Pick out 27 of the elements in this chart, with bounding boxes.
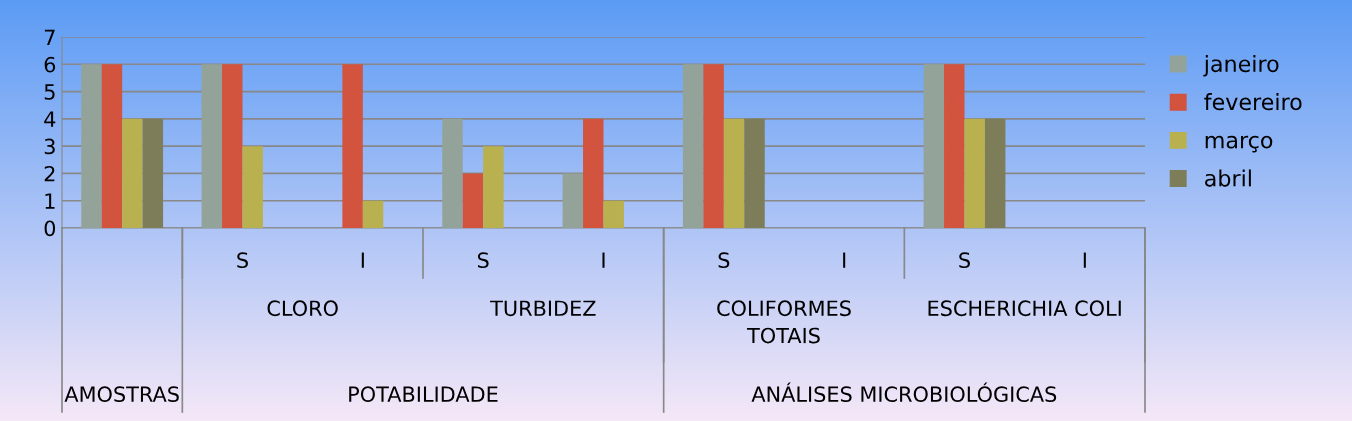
y-tick-label: 6: [44, 56, 56, 73]
x-tick-label: S: [718, 252, 730, 269]
text: TURBIDEZ: [490, 300, 596, 317]
y-tick-label: 2: [44, 165, 55, 182]
text: AMOSTRAS: [64, 386, 179, 403]
y-tick-label: 0: [44, 220, 56, 237]
x-tick-label: I: [602, 252, 605, 268]
legend-label: abril: [1205, 169, 1251, 187]
y-tick-label: 3: [44, 138, 55, 155]
x-tick-label: I: [361, 252, 364, 268]
legend-label: janeiro: [1203, 54, 1279, 77]
y-tick-label: 5: [44, 84, 55, 100]
x-tick-label: S: [959, 252, 970, 269]
x-tick-label: S: [237, 252, 248, 269]
text: ANÁLISES MICROBIOLÓGICAS: [751, 382, 1057, 403]
legend-label: março: [1205, 135, 1273, 153]
x-tick-label: S: [477, 252, 489, 269]
x-tick-label: I: [1083, 252, 1086, 268]
legend-label: fevereiro: [1204, 93, 1302, 111]
y-tick-label: 4: [44, 111, 56, 127]
x-tick-label: I: [843, 252, 846, 268]
text: COLIFORMES TOTAIS: [717, 300, 851, 344]
text: CLORO: [267, 300, 338, 317]
y-tick-label: 7: [44, 29, 55, 45]
y-tick-label: 1: [45, 193, 55, 209]
text: POTABILIDADE: [349, 386, 498, 403]
text: ESCHERICHIA COLI: [928, 300, 1121, 317]
